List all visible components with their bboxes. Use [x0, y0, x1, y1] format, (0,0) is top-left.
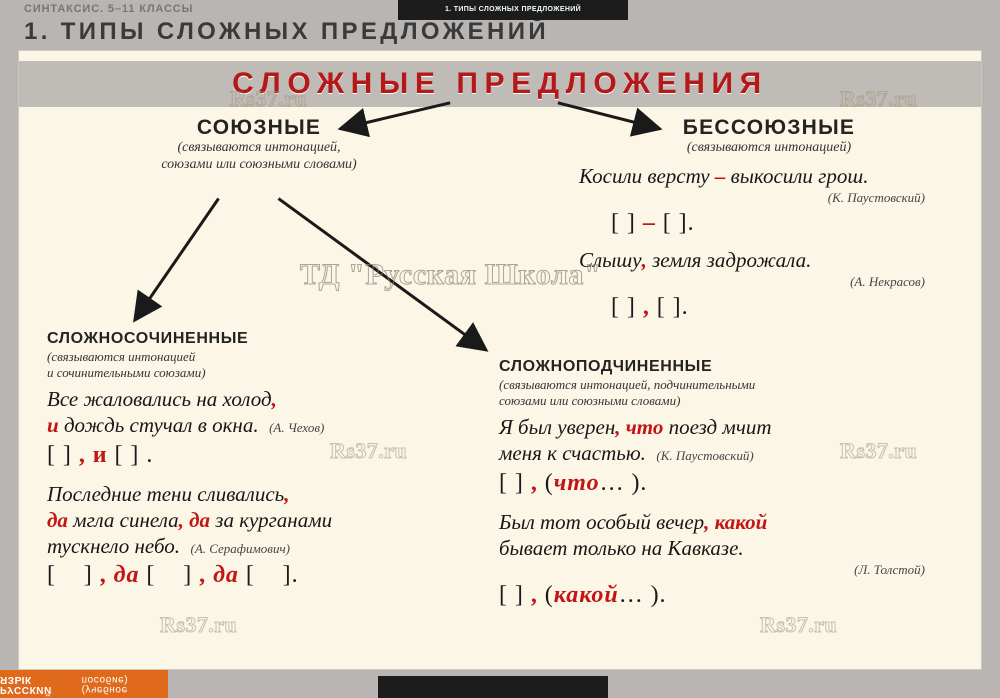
topbar: СИНТАКСИС. 5–11 КЛАССЫ 1. ТИПЫ СЛОЖНЫХ П…: [18, 0, 982, 50]
ex-compound1-author: (А. Чехов): [269, 420, 324, 435]
ex-complex2-scheme: [ ] , (какой… ).: [499, 583, 959, 607]
main-banner: СЛОЖНЫЕ ПРЕДЛОЖЕНИЯ: [19, 61, 981, 107]
ex-nounion2-author: (А. Некрасов): [850, 274, 925, 289]
ex-compound2-author: (А. Серафимович): [190, 541, 290, 556]
ex-compound2-scheme: [ ] , да [ ] , да [ ].: [47, 563, 477, 587]
ex-complex1-scheme: [ ] , (что… ).: [499, 471, 959, 495]
node-nounion-title: БЕССОЮЗНЫЕ: [579, 117, 959, 138]
node-compound: СЛОЖНОСОЧИНЕННЫЕ (связываются интонацией…: [47, 331, 477, 587]
node-complex-sub1: (связываются интонацией, подчинительными: [499, 377, 959, 393]
ex-nounion2-scheme: [ ] , [ ].: [579, 295, 959, 319]
node-complex-sub2: союзами или союзными словами): [499, 393, 959, 409]
ex-complex2: Был тот особый вечер, какой бывает тольк…: [499, 509, 959, 562]
page-title: 1. ТИПЫ СЛОЖНЫХ ПРЕДЛОЖЕНИЙ: [24, 20, 549, 44]
ex-nounion2: Слышу, земля задрожала.: [579, 247, 959, 273]
node-nounion-sub: (связываются интонацией): [579, 140, 959, 157]
node-union-sub2: союзами или союзными словами): [99, 157, 419, 174]
node-union-title: СОЮЗНЫЕ: [99, 117, 419, 138]
ex-compound1: Все жаловались на холод, и дождь стучал …: [47, 386, 477, 439]
topbar-tab: 1. ТИПЫ СЛОЖНЫХ ПРЕДЛОЖЕНИЙ: [398, 0, 628, 20]
ex-nounion1-author: (К. Паустовский): [828, 190, 925, 205]
ex-complex1: Я был уверен, что поезд мчит меня к счас…: [499, 414, 959, 467]
ex-complex2-author: (Л. Толстой): [854, 562, 925, 577]
node-complex-title: СЛОЖНОПОДЧИНЕННЫЕ: [499, 359, 959, 375]
poster-page: СЛОЖНЫЕ ПРЕДЛОЖЕНИЯ СОЮЗНЫЕ (связываются…: [18, 50, 982, 670]
footer-tab: [378, 676, 608, 698]
course-label: СИНТАКСИС. 5–11 КЛАССЫ: [24, 4, 193, 15]
ex-compound1-scheme: [ ] , и [ ] .: [47, 443, 477, 467]
ex-nounion1-scheme: [ ] – [ ].: [579, 211, 959, 235]
ex-complex1-author: (К. Паустовский): [656, 448, 753, 463]
main-banner-text: СЛОЖНЫЕ ПРЕДЛОЖЕНИЯ: [232, 69, 768, 99]
node-union-sub1: (связываются интонацией,: [99, 140, 419, 157]
node-union: СОЮЗНЫЕ (связываются интонацией, союзами…: [99, 117, 419, 174]
ex-compound2: Последние тени сливались, да мгла синела…: [47, 481, 477, 560]
node-complex: СЛОЖНОПОДЧИНЕННЫЕ (связываются интонацие…: [499, 359, 959, 607]
node-compound-sub1: (связываются интонацией: [47, 349, 477, 365]
node-compound-sub2: и сочинительными союзами): [47, 365, 477, 381]
ex-nounion1: Косили версту – выкосили грош.: [579, 163, 959, 189]
node-nounion: БЕССОЮЗНЫЕ (связываются интонацией) Коси…: [579, 117, 959, 319]
footer-badge: РУССКИЙ ЯЗЫК (учебное пособие): [0, 670, 168, 698]
node-compound-title: СЛОЖНОСОЧИНЕННЫЕ: [47, 331, 477, 347]
